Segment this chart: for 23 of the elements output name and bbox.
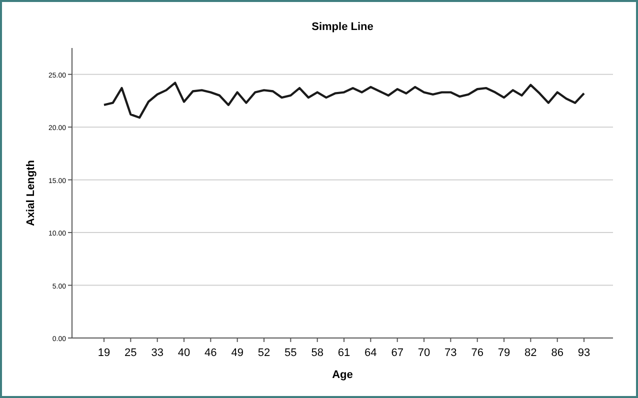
y-axis-title: Axial Length <box>25 160 37 226</box>
x-tick-label: 25 <box>124 347 137 359</box>
line-series <box>102 82 586 119</box>
x-axis-title: Age <box>332 369 353 381</box>
x-tick-label: 19 <box>98 347 110 359</box>
x-tick-label: 76 <box>471 347 484 359</box>
x-tick-label: 58 <box>311 347 324 359</box>
x-tick-label: 82 <box>524 347 537 359</box>
x-tick-label: 46 <box>204 347 217 359</box>
x-tick-label: 86 <box>551 347 564 359</box>
x-tick-label: 33 <box>151 347 164 359</box>
x-tick-label: 70 <box>418 347 430 359</box>
x-tick-label: 79 <box>498 347 510 359</box>
x-tick-label: 93 <box>578 347 590 359</box>
x-tick-label: 73 <box>444 347 457 359</box>
x-tick-label: 40 <box>178 347 190 359</box>
x-tick-label: 61 <box>338 347 350 359</box>
x-tick-label: 67 <box>391 347 404 359</box>
x-tick-label: 49 <box>231 347 244 359</box>
chart-title: Simple Line <box>312 21 374 33</box>
x-tick-label: 64 <box>364 347 377 359</box>
x-tick-label: 55 <box>284 347 297 359</box>
x-tick-label: 52 <box>258 347 270 359</box>
